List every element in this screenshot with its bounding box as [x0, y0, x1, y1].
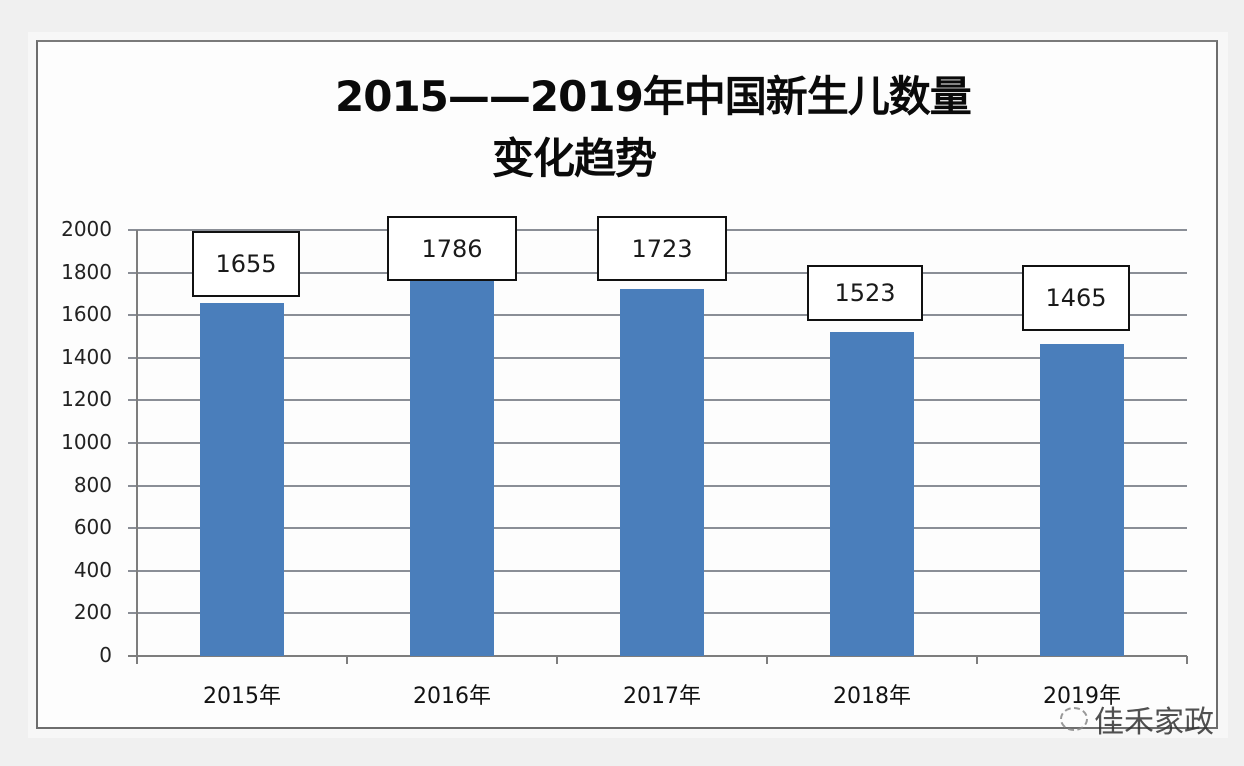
- bar-2019[interactable]: [1040, 343, 1124, 656]
- x-tick-label: 2017年: [623, 684, 701, 709]
- y-axis: [136, 230, 138, 664]
- x-tick-mark: [976, 656, 978, 664]
- chart-title-line-1: 2015——2019年中国新生儿数量: [335, 72, 972, 121]
- y-tick-label: 1400: [61, 344, 112, 369]
- bar-2016[interactable]: [410, 275, 494, 656]
- wechat-icon: [1060, 707, 1088, 731]
- x-tick-label: 2019年: [1043, 684, 1121, 709]
- bar-2018[interactable]: [830, 331, 914, 656]
- y-tick-label: 1000: [61, 430, 112, 454]
- y-tick-label: 2000: [61, 217, 112, 241]
- data-label: 1723: [597, 216, 727, 281]
- chart-title-line-2: 变化趋势: [492, 134, 657, 183]
- watermark-text: 佳禾家政: [1094, 705, 1214, 740]
- watermark: 佳禾家政: [1060, 697, 1214, 741]
- y-tick-label: 1600: [61, 302, 112, 327]
- x-tick-label: 2018年: [833, 684, 911, 709]
- data-label: 1655: [192, 231, 300, 297]
- y-tick-label: 1800: [61, 259, 112, 284]
- y-tick-label: 0: [99, 643, 112, 667]
- data-label: 1465: [1022, 265, 1130, 331]
- y-tick-label: 600: [73, 515, 112, 540]
- data-label: 1523: [807, 265, 923, 321]
- y-tick-label: 800: [73, 472, 112, 497]
- data-label: 1786: [387, 216, 517, 281]
- bar-2015[interactable]: [200, 303, 284, 656]
- x-tick-mark: [136, 656, 138, 664]
- x-tick-mark: [1186, 656, 1188, 664]
- x-tick-mark: [766, 656, 768, 664]
- y-tick-label: 400: [73, 557, 112, 582]
- x-tick-label: 2015年: [203, 684, 281, 709]
- x-tick-mark: [346, 656, 348, 664]
- x-tick-mark: [556, 656, 558, 664]
- bar-2017[interactable]: [620, 289, 704, 656]
- x-axis: [128, 655, 1187, 657]
- y-tick-label: 1200: [61, 387, 112, 412]
- y-tick-label: 200: [73, 600, 112, 625]
- x-tick-label: 2016年: [413, 684, 491, 709]
